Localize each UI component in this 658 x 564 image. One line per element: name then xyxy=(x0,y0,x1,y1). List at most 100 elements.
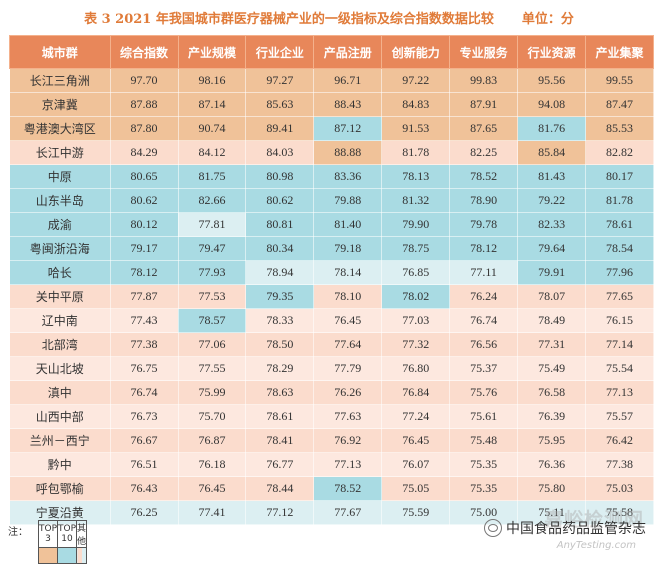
value-cell: 79.18 xyxy=(313,236,383,261)
value-cell: 81.32 xyxy=(381,188,451,213)
value-cell: 84.29 xyxy=(109,140,179,165)
value-cell: 77.38 xyxy=(109,332,179,357)
value-cell: 79.90 xyxy=(381,212,451,237)
value-cell: 80.62 xyxy=(245,188,315,213)
value-cell: 77.13 xyxy=(585,380,654,405)
city-cell: 关中平原 xyxy=(9,284,111,309)
value-cell: 78.07 xyxy=(517,284,587,309)
value-cell: 99.55 xyxy=(585,68,654,93)
value-cell: 78.44 xyxy=(245,476,315,501)
value-cell: 77.12 xyxy=(245,500,315,525)
value-cell: 79.47 xyxy=(177,236,247,261)
value-cell: 76.77 xyxy=(245,452,315,477)
value-cell: 81.43 xyxy=(517,164,587,189)
value-cell: 77.13 xyxy=(313,452,383,477)
brand-name: 中国食品药品监管杂志 xyxy=(506,521,646,537)
value-cell: 78.13 xyxy=(381,164,451,189)
value-cell: 83.36 xyxy=(313,164,383,189)
value-cell: 88.88 xyxy=(313,140,383,165)
value-cell: 75.59 xyxy=(381,500,451,525)
value-cell: 90.74 xyxy=(177,116,247,141)
value-cell: 78.12 xyxy=(449,236,519,261)
value-cell: 77.41 xyxy=(177,500,247,525)
value-cell: 77.65 xyxy=(585,284,654,309)
value-cell: 77.81 xyxy=(177,212,247,237)
table-row: 辽中南 77.43 78.57 78.33 76.45 77.03 76.74 78.49 76… xyxy=(9,308,654,333)
table-row: 山东半岛 80.62 82.66 80.62 79.88 81.32 78.90 79.22 8… xyxy=(9,188,654,213)
value-cell: 78.94 xyxy=(245,260,315,285)
wechat-icon xyxy=(484,519,502,537)
value-cell: 98.16 xyxy=(177,68,247,93)
value-cell: 76.25 xyxy=(109,500,179,525)
value-cell: 84.12 xyxy=(177,140,247,165)
value-cell: 81.78 xyxy=(381,140,451,165)
value-cell: 76.56 xyxy=(449,332,519,357)
index-table: 城市群 综合指数 产业规模 行业企业 产品注册 创新能力 专业服务 行业资源 产业集聚 长江三角… xyxy=(9,35,654,525)
value-cell: 82.66 xyxy=(177,188,247,213)
legend-note: 注： xyxy=(8,527,28,538)
value-cell: 78.33 xyxy=(245,308,315,333)
value-cell: 79.35 xyxy=(245,284,315,309)
value-cell: 79.17 xyxy=(109,236,179,261)
value-cell: 79.88 xyxy=(313,188,383,213)
value-cell: 85.63 xyxy=(245,92,315,117)
legend-swatch-top10 xyxy=(57,547,78,564)
table-row: 黔中 76.51 76.18 76.77 77.13 76.07 75.35 76.36 77.… xyxy=(9,452,654,477)
legend-table: TOP 3 TOP 10 其他 xyxy=(37,520,88,564)
value-cell: 76.45 xyxy=(177,476,247,501)
value-cell: 78.12 xyxy=(109,260,179,285)
city-cell: 成渝 xyxy=(9,212,111,237)
city-cell: 长江三角洲 xyxy=(9,68,111,93)
value-cell: 84.03 xyxy=(245,140,315,165)
table-row: 成渝 80.12 77.81 80.81 81.40 79.90 79.78 82.33 78.… xyxy=(9,212,654,237)
table-row: 宁夏沿黄 76.25 77.41 77.12 77.67 75.59 75.00 75.11 7… xyxy=(9,500,654,525)
city-cell: 兰州－西宁 xyxy=(9,428,111,453)
value-cell: 79.22 xyxy=(517,188,587,213)
table-title: 表 3 2021 年我国城市群医疗器械产业的一级指标及综合指数数据比较 单位：分 xyxy=(0,0,658,34)
value-cell: 75.35 xyxy=(449,476,519,501)
value-cell: 77.32 xyxy=(381,332,451,357)
value-cell: 82.25 xyxy=(449,140,519,165)
city-cell: 呼包鄂榆 xyxy=(9,476,111,501)
table-row: 兰州－西宁 76.67 76.87 78.41 76.92 76.45 75.48 75.95… xyxy=(9,428,654,453)
value-cell: 78.63 xyxy=(245,380,315,405)
header-col: 创新能力 xyxy=(381,35,451,69)
value-cell: 81.75 xyxy=(177,164,247,189)
value-cell: 75.58 xyxy=(585,500,654,525)
value-cell: 75.49 xyxy=(517,356,587,381)
table-row: 滇中 76.74 75.99 78.63 76.26 76.84 75.76 76.58 77.… xyxy=(9,380,654,405)
value-cell: 77.14 xyxy=(585,332,654,357)
table-row: 粤闽浙沿海 79.17 79.47 80.34 79.18 78.75 78.12 79.64… xyxy=(9,236,654,261)
value-cell: 78.49 xyxy=(517,308,587,333)
value-cell: 78.52 xyxy=(313,476,383,501)
value-cell: 78.41 xyxy=(245,428,315,453)
brand: 中国食品药品监管杂志 xyxy=(484,518,646,538)
value-cell: 87.65 xyxy=(449,116,519,141)
table-body: 长江三角洲 97.70 98.16 97.27 96.71 97.22 99.83 95.56… xyxy=(9,68,654,525)
table-row: 哈长 78.12 77.93 78.94 78.14 76.85 77.11 79.91 77.… xyxy=(9,260,654,285)
value-cell: 95.56 xyxy=(517,68,587,93)
value-cell: 77.11 xyxy=(449,260,519,285)
value-cell: 75.70 xyxy=(177,404,247,429)
table-row: 山西中部 76.73 75.70 78.61 77.63 77.24 75.61 76.39 7… xyxy=(9,404,654,429)
value-cell: 77.93 xyxy=(177,260,247,285)
table-row: 呼包鄂榆 76.43 76.45 78.44 78.52 75.05 75.35 75.80 7… xyxy=(9,476,654,501)
value-cell: 87.12 xyxy=(313,116,383,141)
value-cell: 76.75 xyxy=(109,356,179,381)
value-cell: 76.87 xyxy=(177,428,247,453)
value-cell: 91.53 xyxy=(381,116,451,141)
value-cell: 78.29 xyxy=(245,356,315,381)
header-row: 城市群 综合指数 产业规模 行业企业 产品注册 创新能力 专业服务 行业资源 产业集聚 xyxy=(9,35,654,69)
header-col: 产品注册 xyxy=(313,35,383,69)
value-cell: 78.52 xyxy=(449,164,519,189)
value-cell: 75.37 xyxy=(449,356,519,381)
value-cell: 87.80 xyxy=(109,116,179,141)
value-cell: 79.91 xyxy=(517,260,587,285)
value-cell: 97.22 xyxy=(381,68,451,93)
value-cell: 88.43 xyxy=(313,92,383,117)
value-cell: 76.74 xyxy=(449,308,519,333)
value-cell: 97.70 xyxy=(109,68,179,93)
value-cell: 79.78 xyxy=(449,212,519,237)
header-col: 行业资源 xyxy=(517,35,587,69)
table-row: 北部湾 77.38 77.06 78.50 77.64 77.32 76.56 77.31 77… xyxy=(9,332,654,357)
